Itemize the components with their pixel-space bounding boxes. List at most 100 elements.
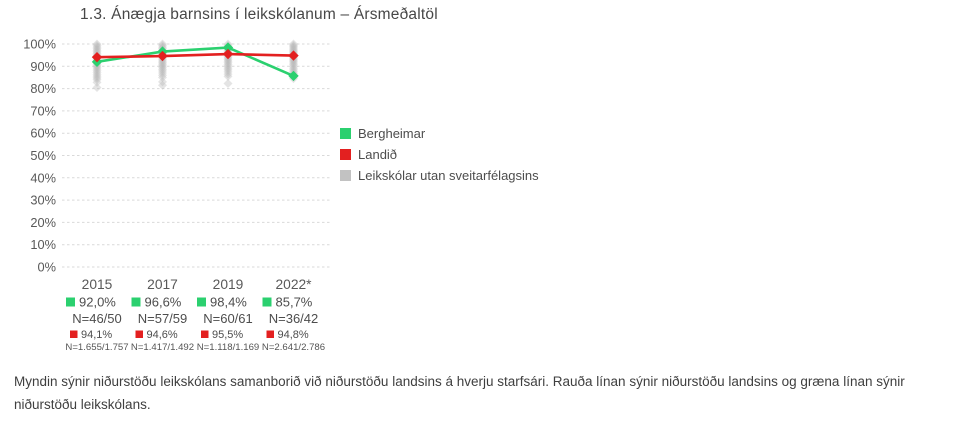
gray-scatter-point (158, 59, 167, 69)
gray-scatter-point (289, 63, 298, 73)
gray-scatter-point (92, 45, 102, 55)
gray-scatter-point (223, 65, 233, 75)
gray-scatter-point (223, 71, 233, 81)
landid-value-label: 95,5% (212, 329, 243, 341)
table-swatch-bergheimar (66, 297, 75, 307)
gray-scatter-point (92, 64, 102, 74)
gray-scatter-point (223, 55, 233, 65)
y-axis-tick-label: 30% (30, 193, 56, 208)
bergheimar-value-label: 96,6% (145, 295, 182, 310)
y-axis-tick-label: 0% (38, 260, 57, 275)
landid-n-label: N=1.655/1.757 (65, 342, 128, 353)
landid-data-point (157, 50, 168, 62)
y-axis-tick-label: 20% (30, 215, 56, 230)
y-axis-tick-label: 60% (30, 126, 56, 141)
bergheimar-data-point (222, 42, 234, 53)
gray-scatter-point (289, 44, 298, 54)
y-axis-tick-label: 70% (30, 103, 56, 118)
legend-swatch-landid (340, 149, 351, 160)
page-title: 1.3. Ánægja barnsins í leikskólanum – Ár… (80, 6, 438, 23)
y-axis-tick-label: 10% (30, 237, 56, 252)
y-axis-tick-label: 80% (30, 81, 56, 96)
gray-scatter-point (158, 77, 167, 87)
gray-scatter-point (223, 61, 233, 71)
bergheimar-data-point (288, 70, 299, 82)
landid-data-point (222, 48, 234, 60)
bergheimar-n-label: N=60/61 (203, 311, 253, 326)
table-swatch-landid (70, 330, 78, 338)
gray-scatter-point (158, 70, 167, 80)
gray-scatter-point (92, 44, 102, 54)
x-axis-category-label: 2015 (82, 277, 113, 292)
gray-scatter-point (158, 80, 167, 90)
gray-scatter-point (289, 65, 298, 75)
legend-item-landid: Landið (340, 146, 539, 163)
table-swatch-bergheimar (131, 297, 141, 307)
satisfaction-chart: 100% 90% 80% 70% 60% 50% 40% 30% 20% 10% 0% 2015 92,… (0, 30, 345, 360)
bergheimar-value-label: 85,7% (276, 295, 313, 310)
legend-label-leikskolar-utan: Leikskólar utan sveitarfélagsins (358, 168, 539, 183)
landid-n-label: N=1.118/1.169 (197, 342, 260, 353)
legend-item-leikskolar-utan: Leikskólar utan sveitarfélagsins (340, 167, 539, 184)
gray-scatter-point (289, 56, 298, 66)
gray-scatter-point (92, 73, 102, 83)
gray-scatter-point (92, 77, 102, 87)
legend-label-landid: Landið (358, 147, 398, 162)
chart-legend: Bergheimar Landið Leikskólar utan sveita… (340, 125, 539, 184)
gray-scatter-point (223, 67, 233, 77)
gray-scatter-point (158, 61, 167, 71)
gray-scatter-point (92, 71, 102, 81)
bergheimar-value-label: 98,4% (210, 295, 247, 310)
y-axis-tick-label: 90% (30, 59, 56, 74)
table-swatch-landid (135, 330, 143, 338)
gray-scatter-point (92, 69, 102, 79)
legend-item-bergheimar: Bergheimar (340, 125, 539, 142)
gray-scatter-point (158, 58, 167, 68)
gray-scatter-point (158, 66, 167, 76)
gray-scatter-point (289, 39, 298, 49)
y-axis-tick-label: 50% (30, 148, 56, 163)
chart-canvas: 100% 90% 80% 70% 60% 50% 40% 30% 20% 10% 0% 2015 92,… (23, 37, 331, 353)
landid-n-label: N=1.417/1.492 (131, 342, 194, 353)
table-swatch-bergheimar (197, 297, 206, 307)
bergheimar-n-label: N=46/50 (72, 311, 122, 326)
bergheimar-value-label: 92,0% (79, 295, 116, 310)
landid-data-point (288, 50, 299, 61)
bergheimar-n-label: N=36/42 (269, 311, 319, 326)
landid-value-label: 94,1% (81, 329, 112, 341)
x-axis-category-label: 2022* (275, 277, 312, 292)
x-axis-category-label: 2019 (213, 277, 244, 292)
landid-value-label: 94,8% (278, 329, 309, 341)
gray-scatter-point (158, 68, 167, 78)
line-landid (96, 52, 294, 59)
legend-swatch-bergheimar (340, 128, 351, 139)
gray-scatter-point (289, 40, 298, 50)
gray-scatter-point (158, 72, 167, 82)
landid-n-label: N=2.641/2.786 (262, 342, 325, 353)
x-axis-category-label: 2017 (147, 277, 178, 292)
gray-scatter-point (92, 39, 102, 49)
gray-scatter-point (158, 62, 167, 72)
gray-scatter-point (92, 42, 102, 52)
gray-scatter-point (223, 78, 233, 88)
gray-scatter-point (92, 41, 102, 51)
bergheimar-n-label: N=57/59 (138, 311, 188, 326)
gray-scatter-point (223, 69, 233, 79)
gray-scatter-point (92, 66, 102, 76)
gray-scatter-point (92, 82, 102, 92)
table-swatch-landid (201, 330, 209, 338)
gray-scatter-point (223, 60, 233, 70)
gray-scatter-point (289, 60, 298, 70)
line-bergheimar (96, 46, 295, 78)
gray-scatter-point (158, 41, 167, 51)
gray-scatter-point (92, 68, 102, 78)
gray-scatter-point (92, 75, 102, 85)
gray-scatter-point (289, 43, 298, 53)
legend-label-bergheimar: Bergheimar (358, 126, 426, 141)
table-swatch-landid (266, 330, 274, 338)
gray-scatter-point (92, 62, 102, 72)
gray-scatter-point (92, 47, 102, 57)
gray-scatter-point (223, 58, 233, 68)
y-axis-tick-label: 40% (30, 170, 56, 185)
landid-data-point (91, 51, 103, 63)
